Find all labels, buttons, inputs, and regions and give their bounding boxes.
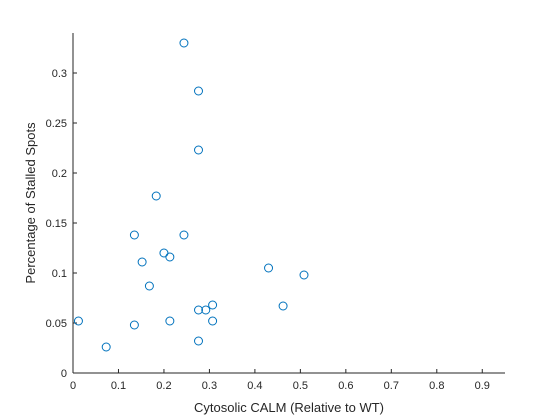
data-point [278, 301, 288, 311]
data-point [194, 145, 204, 155]
data-point [194, 336, 204, 346]
data-point [165, 316, 175, 326]
data-point [194, 86, 204, 96]
data-point [73, 316, 83, 326]
y-ticks: 0 0.05 0.1 0.15 0.2 0.25 0.3 [46, 68, 77, 380]
data-point [208, 316, 218, 326]
data-point [101, 342, 111, 352]
data-point [129, 320, 139, 330]
x-tick-label: 0.8 [429, 380, 444, 392]
y-tick-label: 0.15 [46, 218, 67, 230]
x-tick-label: 0.9 [475, 380, 490, 392]
x-tick-label: 0.3 [202, 380, 217, 392]
data-point [264, 263, 274, 273]
axes [72, 33, 505, 374]
data-point [144, 281, 154, 291]
x-ticks: 0 0.1 0.2 0.3 0.4 0.5 0.6 0.7 0.8 0.9 [70, 369, 490, 392]
y-axis-label: Percentage of Stalled Spots [23, 122, 38, 284]
data-point [129, 230, 139, 240]
y-tick-label: 0.25 [46, 118, 67, 130]
y-tick-label: 0.1 [52, 268, 67, 280]
data-points [73, 38, 309, 352]
y-tick-label: 0.2 [52, 168, 67, 180]
x-tick-label: 0 [70, 380, 76, 392]
data-point [159, 248, 169, 258]
x-axis-label: Cytosolic CALM (Relative to WT) [194, 400, 384, 415]
x-tick-label: 0.4 [247, 380, 262, 392]
x-tick-label: 0.5 [293, 380, 308, 392]
data-point [137, 257, 147, 267]
x-tick-label: 0.7 [384, 380, 399, 392]
x-tick-label: 0.1 [111, 380, 126, 392]
data-point [151, 191, 161, 201]
y-tick-label: 0 [61, 368, 67, 380]
data-point [201, 305, 211, 315]
x-tick-label: 0.2 [156, 380, 171, 392]
data-point [208, 300, 218, 310]
y-tick-label: 0.3 [52, 68, 67, 80]
y-tick-label: 0.05 [46, 318, 67, 330]
data-point [194, 305, 204, 315]
data-point [299, 270, 309, 280]
data-point [179, 38, 189, 48]
data-point [179, 230, 189, 240]
data-point [165, 252, 175, 262]
x-tick-label: 0.6 [338, 380, 353, 392]
